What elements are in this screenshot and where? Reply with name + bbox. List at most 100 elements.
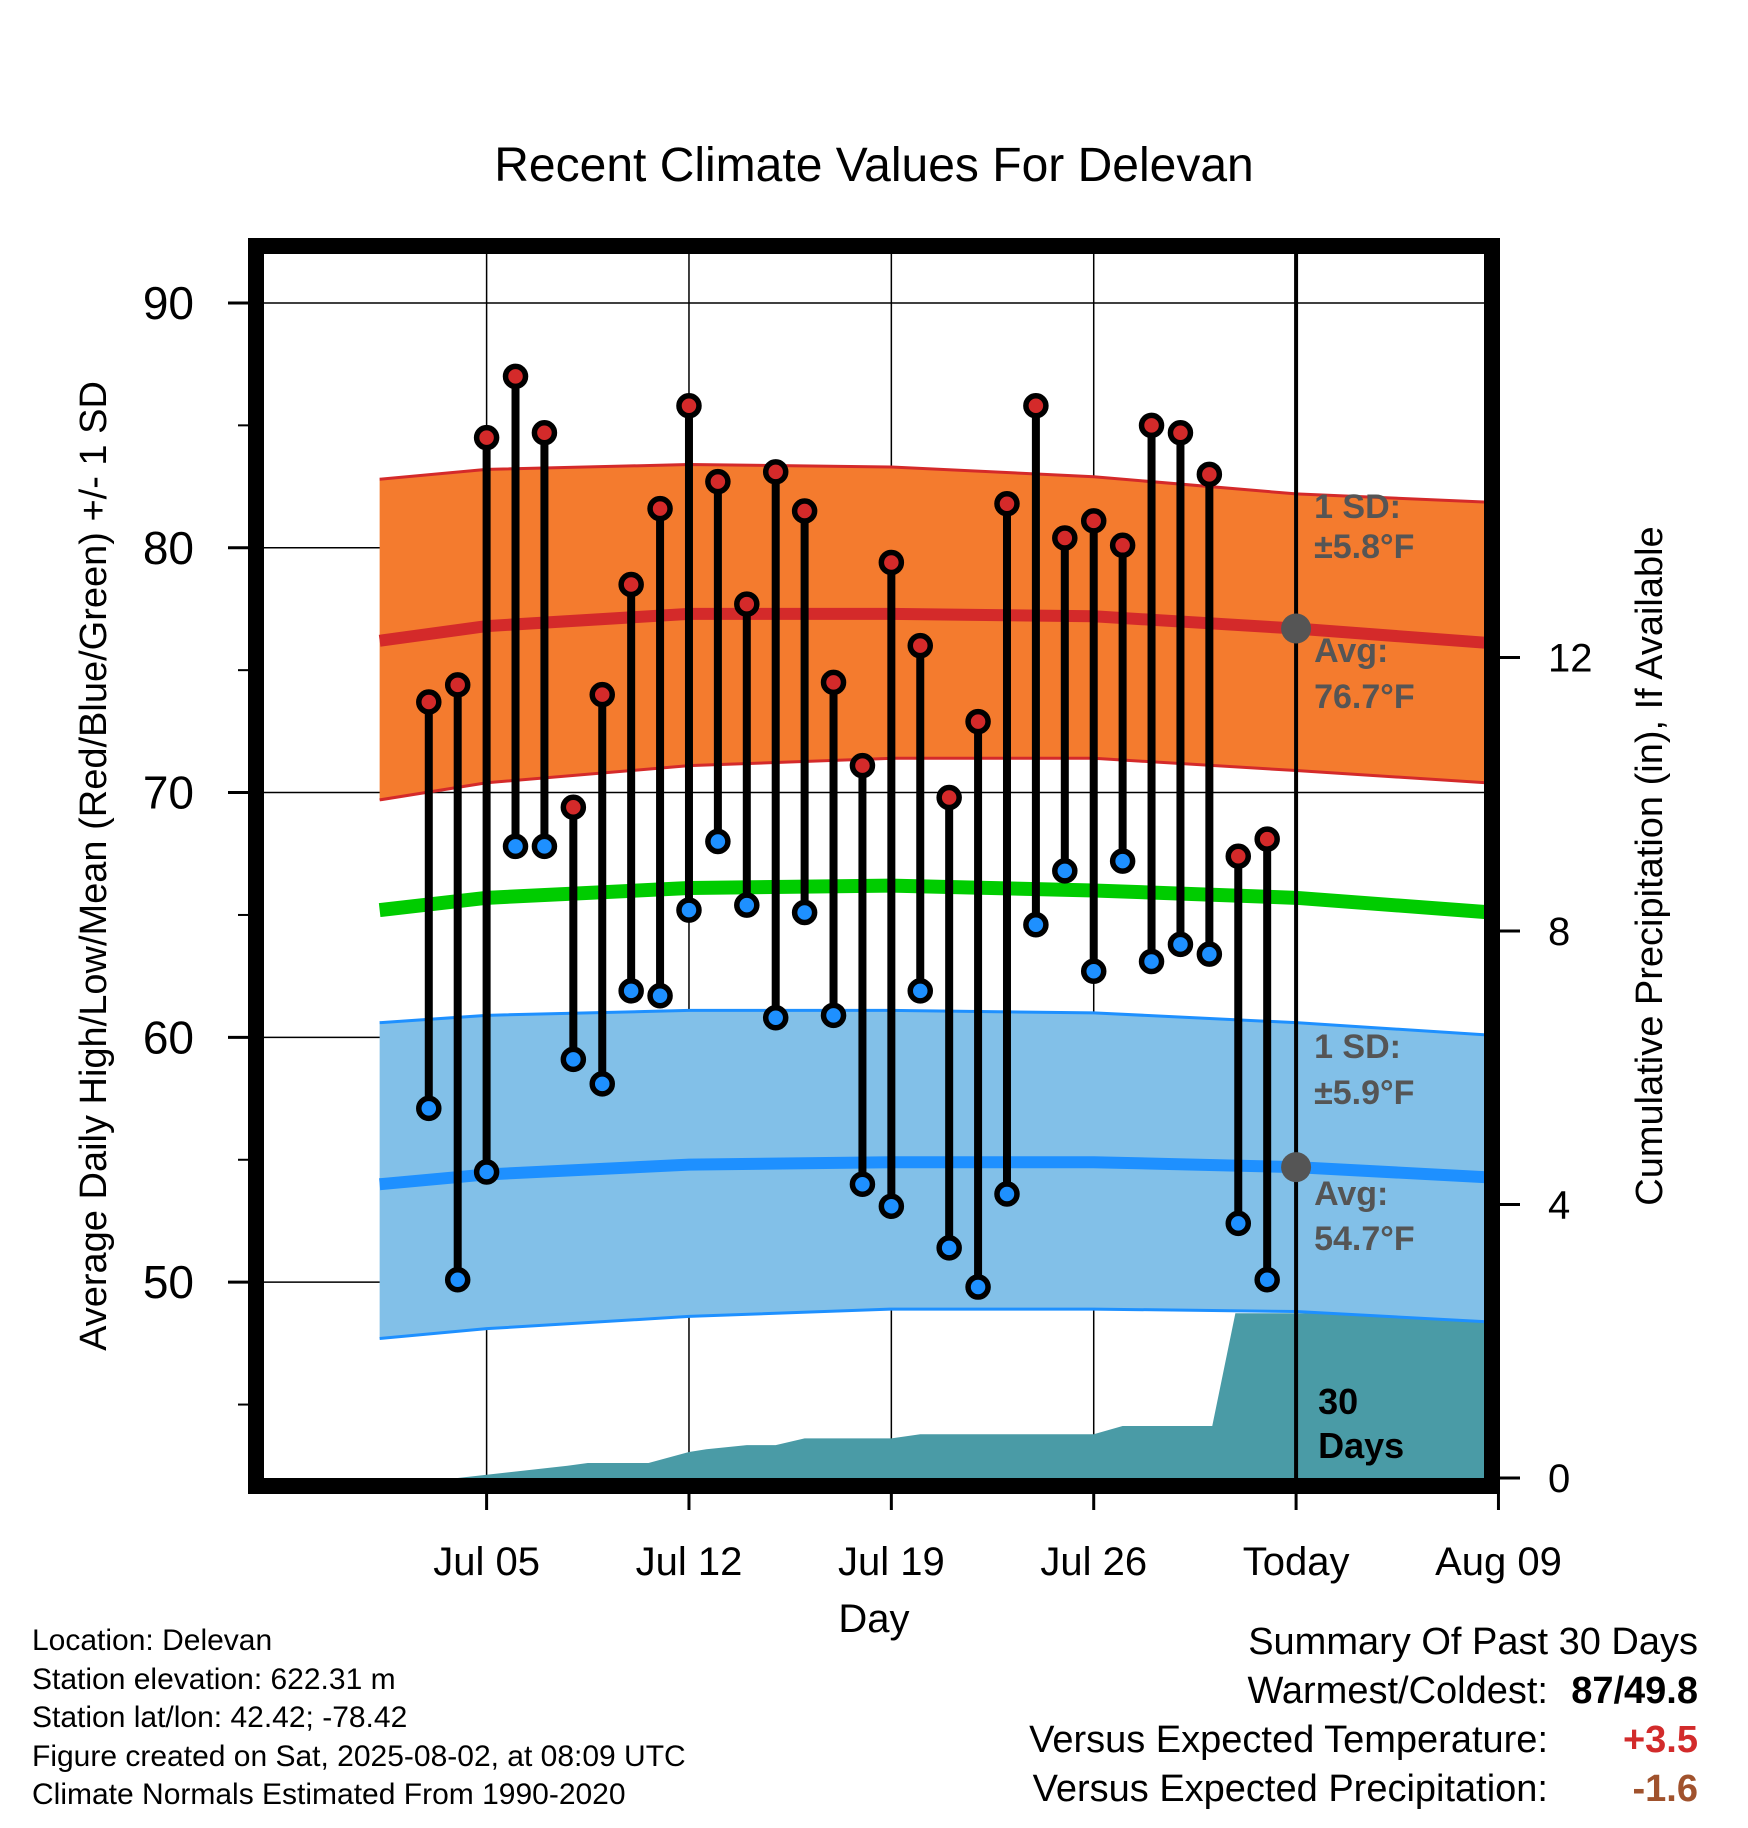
high-point [965,708,991,735]
summary-title: Summary Of Past 30 Days [1248,1621,1698,1663]
low-point [560,1046,587,1073]
low-point [820,1002,847,1029]
low-point [531,833,558,860]
high-point [1167,419,1194,446]
high-point [936,784,962,811]
low-point [1023,912,1049,938]
low-avg-label: Avg: [1314,1175,1388,1213]
x-tick-label: Jul 19 [838,1540,945,1584]
summary-precip-row: Versus Expected Precipitation: -1.6 [1029,1765,1698,1814]
low-point [1254,1266,1280,1293]
x-tick-label: Jul 26 [1040,1540,1147,1584]
station-info: Location: Delevan Station elevation: 622… [32,1622,686,1815]
low-point [676,897,702,923]
high-point [502,363,529,390]
high-point [762,459,789,485]
high-point [589,681,615,708]
high-point [705,468,731,495]
high-point [473,424,500,451]
low-point [907,978,934,1004]
low-point [705,828,731,855]
low-point [762,1005,789,1031]
low-point [1225,1210,1252,1237]
low-point [1080,958,1107,985]
high-point [618,571,644,598]
high-sd-label: 1 SD: [1314,488,1401,526]
warmest-value: 87/49.8 [1571,1670,1698,1712]
plot-frame [248,238,1500,1494]
y2-axis-label: Cumulative Precipitation (in), If Availa… [1629,526,1671,1205]
y-tick-label: 50 [143,1256,194,1308]
latlon-text: Station lat/lon: 42.42; -78.42 [32,1701,408,1734]
low-point [589,1071,615,1097]
low-sd-label: 1 SD: [1314,1028,1401,1066]
normals-text: Climate Normals Estimated From 1990-2020 [32,1778,626,1811]
low-sd-band [379,1010,1484,1339]
high-point [444,672,471,698]
y-tick-label: 80 [143,522,194,574]
y2-tick-label: 0 [1548,1457,1570,1501]
high-point [734,591,760,617]
high-point [1225,843,1252,869]
low-point [791,899,818,926]
summary-panel: Summary Of Past 30 Days Warmest/Coldest:… [1029,1618,1698,1814]
low-point [734,892,760,918]
days-count-label: 30 [1318,1381,1358,1422]
low-point [618,978,644,1004]
precip-area [379,1313,1484,1478]
y2-tick-label: 12 [1548,636,1593,680]
high-point [1138,412,1165,439]
y-axis-label: Average Daily High/Low/Mean (Red/Blue/Gr… [73,381,115,1351]
high-point [994,490,1020,517]
low-point [936,1235,962,1261]
high-sd-value: ±5.8°F [1314,528,1414,566]
low-point [416,1095,442,1122]
x-axis-label: Day [838,1597,909,1641]
high-point [1196,461,1223,488]
high-point [849,752,876,779]
low-point [994,1181,1020,1207]
precip-value: -1.6 [1632,1768,1698,1810]
low-point [965,1274,991,1300]
temp-label: Versus Expected Temperature: [1029,1719,1548,1761]
high-point [791,498,818,524]
low-point [1196,941,1223,967]
high-point [820,669,847,696]
days-count-label-2: Days [1318,1425,1404,1466]
high-point [1023,393,1049,419]
low-point [1109,848,1136,874]
summary-temp-row: Versus Expected Temperature: +3.5 [1029,1716,1698,1765]
low-point [1167,931,1194,958]
y2-tick-label: 8 [1548,910,1570,954]
low-point [647,982,673,1009]
high-point [1052,525,1078,551]
y-tick-label: 60 [143,1011,194,1063]
high-point [531,419,558,446]
today-avg-high-marker [1281,613,1312,644]
y-tick-label: 70 [143,767,194,819]
warmest-label: Warmest/Coldest: [1247,1670,1548,1712]
high-point [1254,826,1280,852]
temp-value: +3.5 [1622,1719,1698,1761]
high-point [647,495,673,522]
location-text: Location: Delevan [32,1624,273,1657]
high-avg-label: Avg: [1314,632,1388,670]
y-tick-label: 90 [143,277,194,329]
summary-warmest-row: Warmest/Coldest: 87/49.8 [1029,1667,1698,1716]
high-point [416,689,442,715]
low-point [849,1171,876,1197]
x-tick-label: Jul 12 [636,1540,743,1584]
low-sd-value: ±5.9°F [1314,1074,1414,1112]
low-point [444,1266,471,1293]
high-point [676,393,702,419]
x-tick-label: Aug 09 [1435,1540,1562,1584]
low-point [1138,948,1165,975]
low-point [1052,858,1078,884]
high-point [878,549,905,576]
high-avg-value: 76.7°F [1314,678,1415,716]
y2-tick-label: 4 [1548,1183,1570,1227]
precip-label: Versus Expected Precipitation: [1032,1768,1548,1810]
high-point [1109,532,1136,559]
chart-title: Recent Climate Values For Delevan [494,139,1253,192]
